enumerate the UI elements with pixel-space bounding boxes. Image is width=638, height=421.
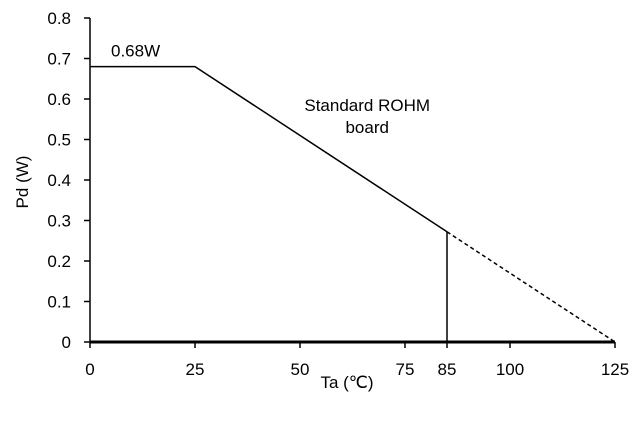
x-tick-label: 25	[186, 360, 205, 379]
y-tick-label: 0.7	[47, 50, 71, 69]
derating-line-solid	[90, 65, 448, 233]
x-tick-label: 0	[85, 360, 94, 379]
annotation-label: 0.68W	[111, 41, 160, 60]
y-tick-label: 0.3	[47, 212, 71, 231]
ticks: 0 0.1 0.2 0.3 0.4 0.5 0.6 0.7 0.8 0 25 50 75 85 100 125	[47, 9, 629, 379]
annotation-line: Standard ROHM	[304, 96, 430, 115]
x-tick-label: 50	[291, 360, 310, 379]
y-tick-label: 0.8	[47, 9, 71, 28]
annotations: 0.68W Standard ROHM board	[111, 41, 430, 137]
derating-line-dashed	[446, 231, 616, 343]
x-tick-label: 125	[601, 360, 629, 379]
x-axis-title: Ta (℃)	[320, 373, 373, 392]
y-tick-label: 0	[62, 333, 71, 352]
x-tick-label: 85	[438, 360, 457, 379]
y-tick-label: 0.2	[47, 252, 71, 271]
x-tick-label: 100	[496, 360, 524, 379]
y-tick-label: 0.4	[47, 171, 71, 190]
y-tick-label: 0.1	[47, 293, 71, 312]
y-tick-label: 0.5	[47, 131, 71, 150]
y-axis-title: Pd (W)	[13, 156, 32, 209]
series	[90, 65, 616, 343]
x-tick-label: 75	[396, 360, 415, 379]
annotation-line: board	[345, 118, 388, 137]
y-tick-label: 0.6	[47, 90, 71, 109]
